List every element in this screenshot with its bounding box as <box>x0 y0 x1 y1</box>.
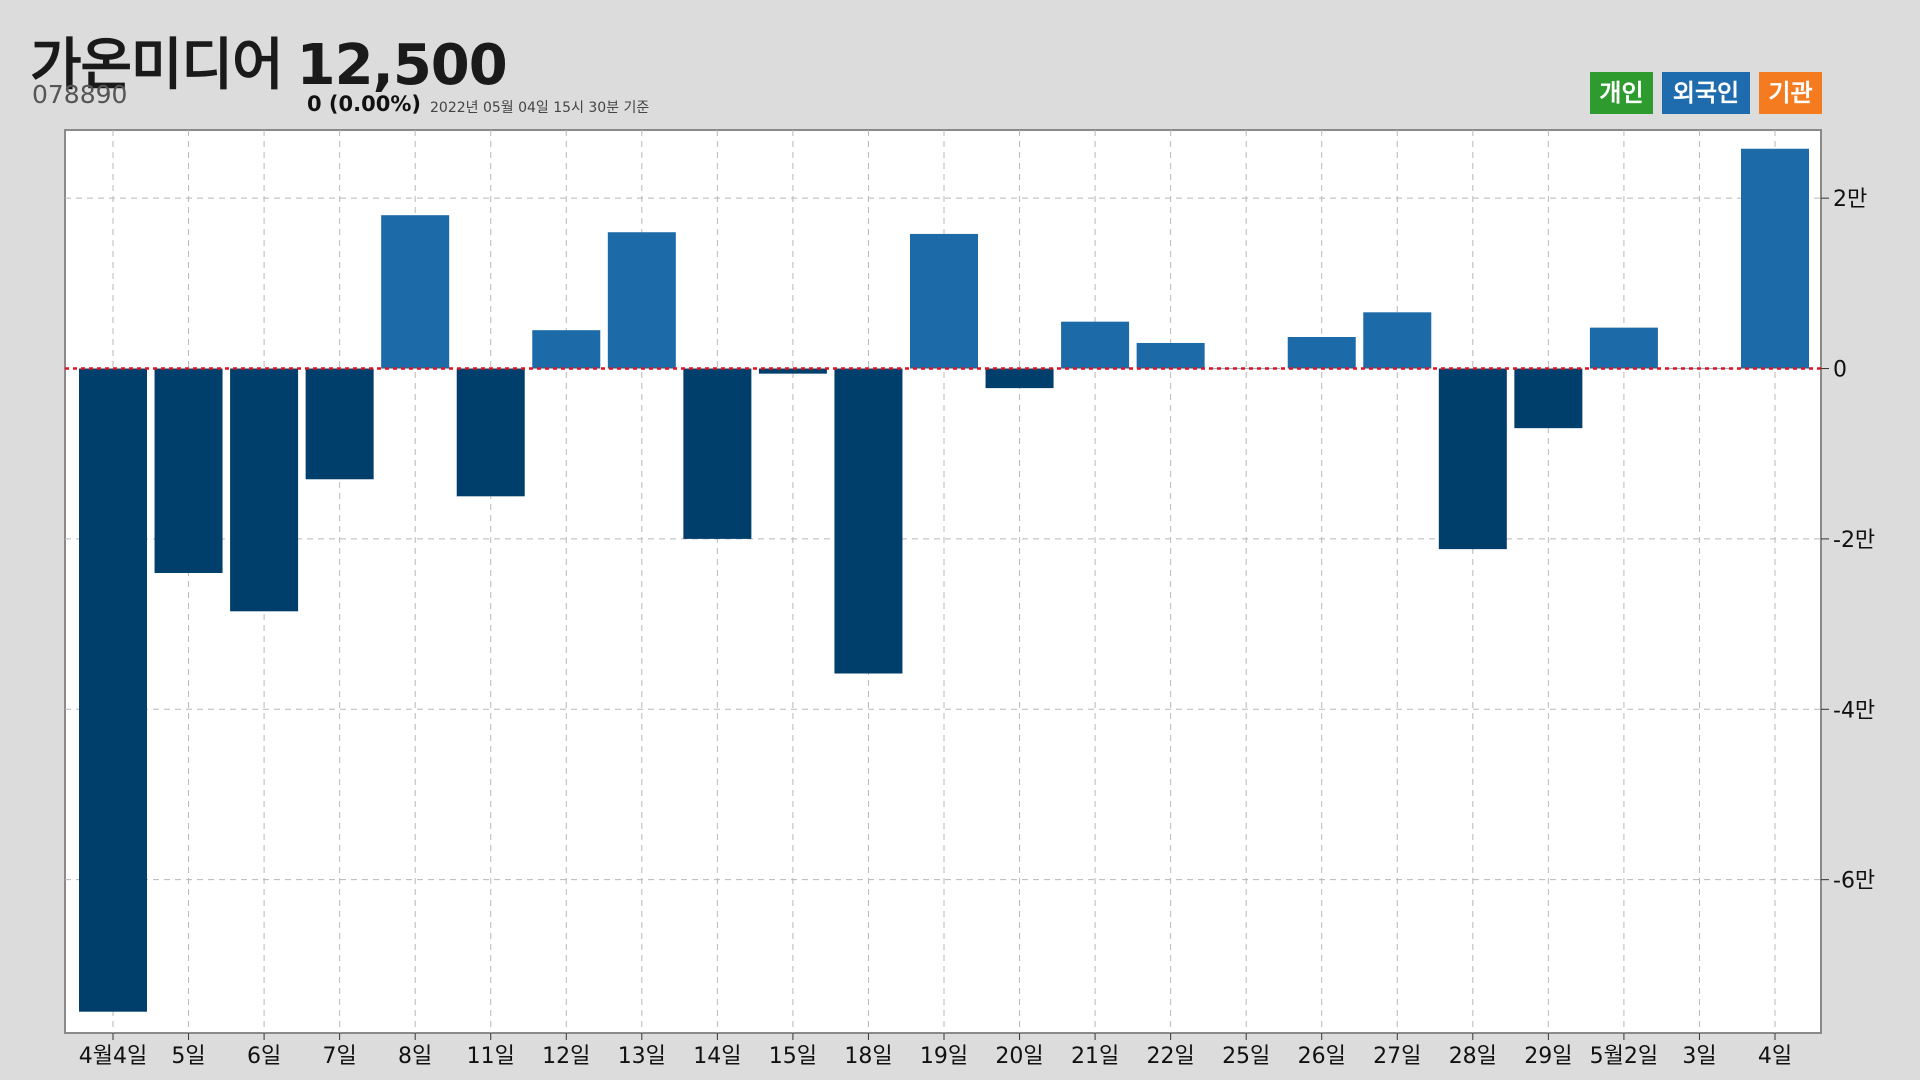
y-tick-label: -4만 <box>1833 698 1875 723</box>
x-tick-label: 29일 <box>1524 1044 1572 1069</box>
y-tick-label: 2만 <box>1833 187 1867 212</box>
chart-title: 가온미디어 12,500 <box>30 20 508 101</box>
bar <box>79 368 147 1012</box>
bar <box>1589 327 1658 369</box>
x-tick-label: 5월2일 <box>1590 1044 1658 1069</box>
bar <box>834 368 903 674</box>
y-tick-label: 0 <box>1833 358 1847 383</box>
x-tick-label: 7일 <box>323 1044 357 1069</box>
x-tick-label: 28일 <box>1449 1044 1497 1069</box>
x-tick-label: 5일 <box>171 1044 205 1069</box>
stock-name: 가온미디어 <box>30 33 284 98</box>
bar <box>1287 337 1356 369</box>
legend-institution-badge[interactable]: 기관 <box>1759 72 1822 114</box>
x-tick-label: 22일 <box>1147 1044 1195 1069</box>
x-tick-label: 19일 <box>920 1044 968 1069</box>
stock-price: 12,500 <box>296 33 508 98</box>
bar <box>532 330 601 369</box>
bar <box>985 368 1054 389</box>
x-tick-label: 4일 <box>1758 1044 1792 1069</box>
bar <box>607 232 676 369</box>
x-tick-label: 12일 <box>542 1044 590 1069</box>
bar <box>1514 368 1583 429</box>
x-tick-label: 13일 <box>618 1044 666 1069</box>
x-tick-label: 27일 <box>1373 1044 1421 1069</box>
x-tick-label: 26일 <box>1298 1044 1346 1069</box>
bar <box>1438 368 1507 550</box>
x-tick-label: 21일 <box>1071 1044 1119 1069</box>
legend-individual-badge[interactable]: 개인 <box>1590 72 1653 114</box>
x-tick-label: 15일 <box>769 1044 817 1069</box>
bar <box>1741 148 1809 369</box>
x-tick-label: 3일 <box>1682 1044 1716 1069</box>
x-tick-label: 11일 <box>467 1044 515 1069</box>
bar <box>154 368 223 573</box>
x-tick-label: 14일 <box>693 1044 741 1069</box>
bar <box>1061 321 1130 369</box>
bar <box>1363 312 1432 369</box>
bar <box>305 368 374 480</box>
price-change: 0 (0.00%) <box>307 92 421 116</box>
stock-code: 078890 <box>32 80 128 109</box>
bar <box>456 368 525 497</box>
bar <box>758 368 827 374</box>
x-tick-label: 6일 <box>247 1044 281 1069</box>
bar <box>683 368 752 539</box>
legend-foreign-badge[interactable]: 외국인 <box>1662 72 1750 114</box>
as-of-timestamp: 2022년 05월 04일 15시 30분 기준 <box>430 100 650 116</box>
y-tick-label: -2만 <box>1833 528 1875 553</box>
x-tick-label: 20일 <box>995 1044 1043 1069</box>
x-tick-label: 18일 <box>844 1044 892 1069</box>
bar <box>910 233 978 369</box>
x-tick-label: 4월4일 <box>79 1044 147 1069</box>
bar <box>1136 342 1205 369</box>
bar <box>381 215 450 369</box>
x-tick-label: 25일 <box>1222 1044 1270 1069</box>
x-tick-label: 8일 <box>398 1044 432 1069</box>
bar <box>1212 368 1281 370</box>
bar <box>230 368 299 612</box>
y-tick-label: -6만 <box>1833 869 1875 894</box>
